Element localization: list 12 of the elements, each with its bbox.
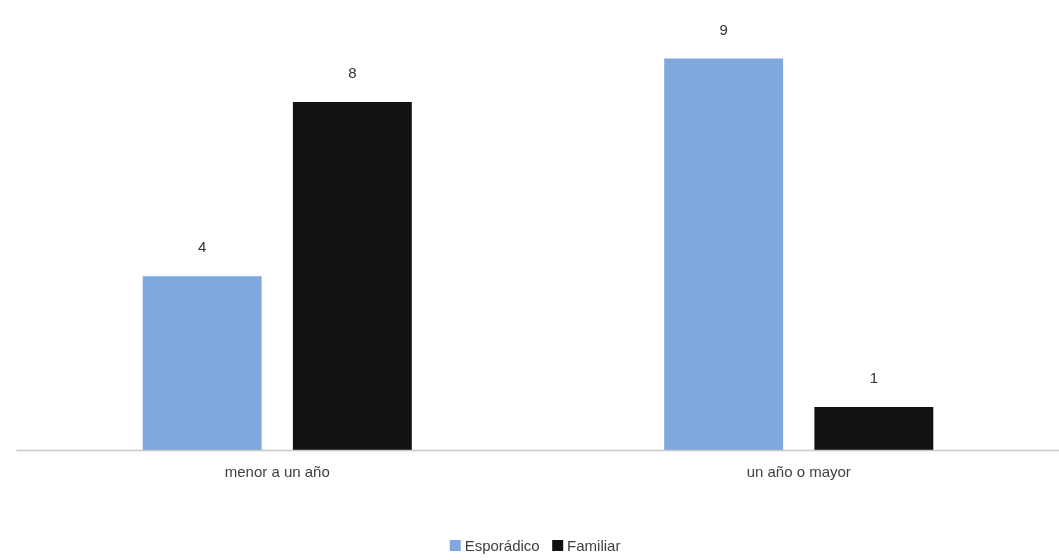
- bar: [142, 276, 262, 451]
- x-tick-label: menor a un año: [224, 462, 330, 480]
- bar: [292, 102, 412, 451]
- data-label: 4: [197, 238, 207, 256]
- legend-label: Familiar: [567, 537, 621, 554]
- bar: [664, 58, 784, 451]
- legend-label: Esporádico: [464, 537, 540, 554]
- data-label: 9: [719, 20, 728, 38]
- bar: [814, 406, 934, 451]
- data-label: 8: [348, 64, 357, 82]
- x-tick-label: un año o mayor: [746, 462, 851, 480]
- data-label: 1: [869, 368, 879, 386]
